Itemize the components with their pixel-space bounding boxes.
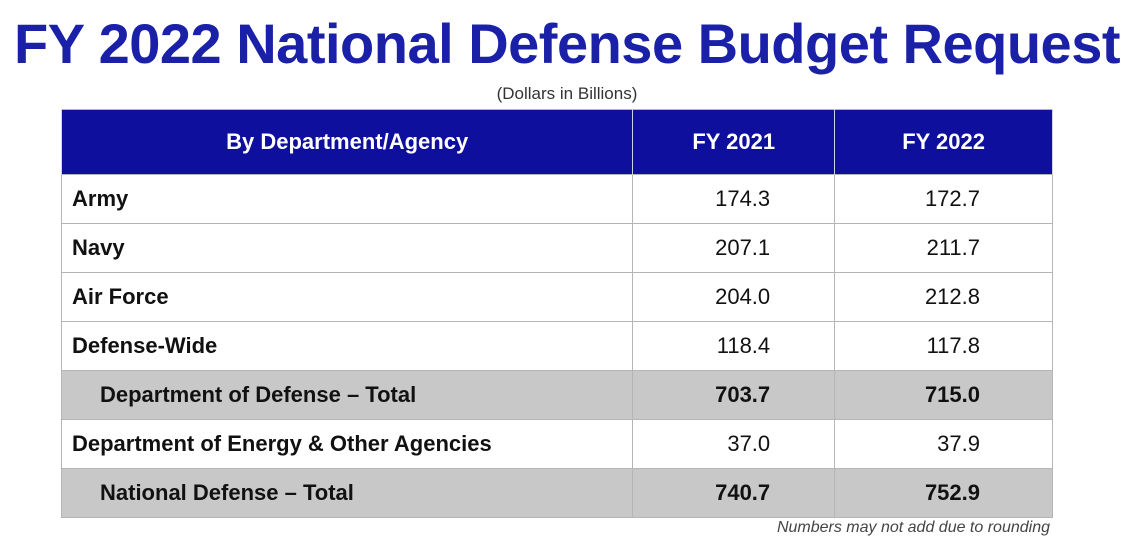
- fy2021-value: 37.0: [632, 419, 836, 469]
- fy2022-value: 752.9: [834, 468, 1053, 518]
- fy2021-value: 207.1: [632, 223, 836, 273]
- table-header-row: By Department/Agency FY 2021 FY 2022: [60, 109, 1053, 175]
- table-row: Navy 207.1 211.7: [60, 223, 1053, 273]
- fy2022-value: 715.0: [834, 370, 1053, 420]
- table-row: Air Force 204.0 212.8: [60, 272, 1053, 322]
- table-row: Army 174.3 172.7: [60, 174, 1053, 224]
- fy2021-value: 204.0: [632, 272, 836, 322]
- fy2022-value: 212.8: [834, 272, 1053, 322]
- header-fy2021: FY 2021: [632, 109, 836, 175]
- budget-table: By Department/Agency FY 2021 FY 2022 Arm…: [60, 109, 1053, 518]
- row-label: Navy: [60, 223, 634, 273]
- row-label: National Defense – Total: [60, 468, 634, 518]
- fy2021-value: 118.4: [632, 321, 836, 371]
- header-fy2022: FY 2022: [834, 109, 1053, 175]
- fy2022-value: 211.7: [834, 223, 1053, 273]
- fy2022-value: 37.9: [834, 419, 1053, 469]
- rounding-footnote: Numbers may not add due to rounding: [776, 519, 1050, 536]
- row-label: Air Force: [60, 272, 634, 322]
- row-label: Army: [60, 174, 634, 224]
- fy2022-value: 172.7: [834, 174, 1053, 224]
- row-label: Department of Defense – Total: [60, 370, 634, 420]
- fy2021-value: 740.7: [632, 468, 836, 518]
- fy2022-value: 117.8: [834, 321, 1053, 371]
- table-row: Department of Energy & Other Agencies 37…: [60, 419, 1053, 469]
- total-row: National Defense – Total 740.7 752.9: [60, 468, 1053, 518]
- fy2021-value: 703.7: [632, 370, 836, 420]
- row-label: Department of Energy & Other Agencies: [60, 419, 634, 469]
- table-row: Defense-Wide 118.4 117.8: [60, 321, 1053, 371]
- header-department: By Department/Agency: [60, 109, 634, 175]
- subtotal-row: Department of Defense – Total 703.7 715.…: [60, 370, 1053, 420]
- page-title: FY 2022 National Defense Budget Request: [14, 12, 1121, 75]
- units-subtitle: (Dollars in Billions): [496, 84, 638, 103]
- row-label: Defense-Wide: [60, 321, 634, 371]
- fy2021-value: 174.3: [632, 174, 836, 224]
